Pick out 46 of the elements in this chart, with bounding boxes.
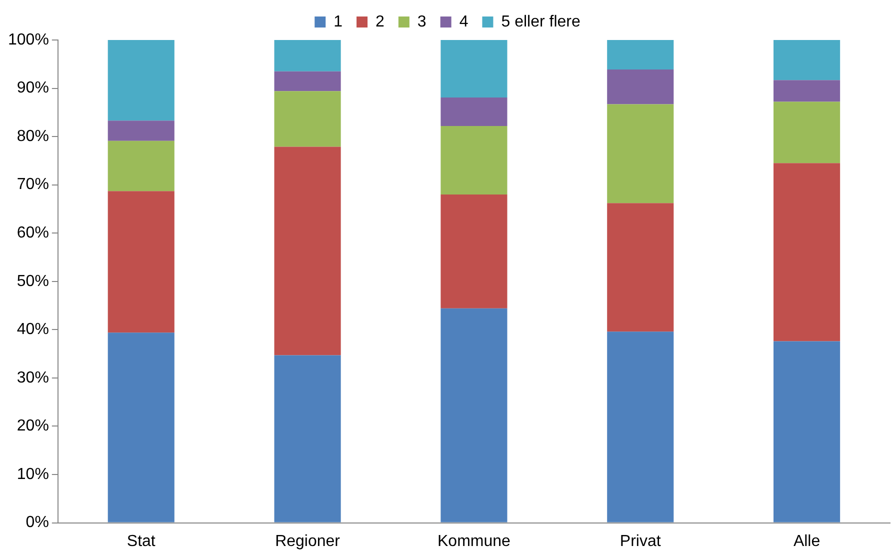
bar [440,194,508,308]
bar [607,203,674,332]
bar [274,40,341,72]
bar [440,97,508,126]
legend-label: 3 [417,13,426,30]
y-tick-label: 0% [26,514,49,532]
bar [607,332,674,522]
bar [108,140,174,192]
legend-label: 5 eller flere [501,13,580,30]
legend-label: 4 [459,13,468,30]
bar [108,120,174,141]
bar [274,71,341,92]
legend-label: 1 [334,13,343,30]
y-tick-label: 60% [16,224,49,242]
bar [774,80,840,102]
x-tick-label: Kommune [438,532,511,550]
bar [440,40,508,98]
bar [607,40,674,70]
y-tick-label: 50% [16,272,49,290]
x-tick-label: Stat [126,532,156,550]
bar [274,91,341,147]
bar [440,126,508,194]
bar [774,341,840,522]
x-tick-label: Alle [793,532,820,550]
x-tick-label: Regioner [275,532,341,550]
legend-label: 2 [376,13,385,30]
y-tick-label: 10% [16,466,49,483]
bar [108,191,174,333]
y-tick-label: 20% [16,418,49,435]
bar [607,104,674,204]
bar [108,332,174,522]
bar [774,40,840,80]
bar [607,69,674,104]
y-tick-label: 90% [16,80,49,97]
y-tick-label: 100% [8,31,49,48]
y-tick-label: 30% [16,369,49,386]
x-tick-label: Privat [620,532,662,550]
y-tick-label: 70% [16,176,49,194]
y-tick-label: 80% [16,128,49,145]
bar [774,163,840,342]
bar [274,146,341,356]
bar [108,40,174,121]
bar [274,355,341,522]
bar [440,308,508,522]
bar [774,102,840,164]
y-tick-label: 40% [16,321,49,338]
